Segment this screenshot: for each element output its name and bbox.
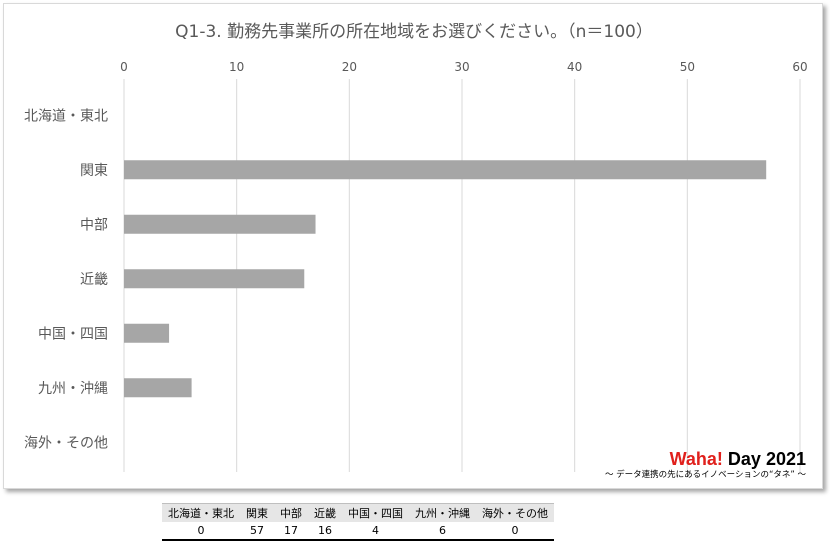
chart-card: Q1-3. 勤務先事業所の所在地域をお選びください。（n＝100） 0 10 20 3… [3,3,823,489]
x-tick-label: 40 [567,60,582,74]
waha-day-logo: Waha! Day 2021 〜 データ連携の先にあるイノベーションの“タネ” … [605,449,806,481]
table-header-cell: 北海道・東北 [162,503,240,522]
bar [124,378,192,398]
bar [124,214,316,234]
logo-brand-black: Day 2021 [727,449,806,469]
x-tick-label: 10 [229,60,244,74]
table-value-cell: 16 [308,522,342,541]
gridlines [123,79,801,472]
bar [124,323,170,343]
bars [124,160,767,398]
table-header-cell: 中国・四国 [342,503,409,522]
table-header-cell: 近畿 [308,503,342,522]
x-tick-label: 0 [120,60,128,74]
category-label: 近畿 [80,272,108,288]
table-value-cell: 57 [240,522,274,541]
table-value-cell: 17 [274,522,308,541]
table-header-cell: 海外・その他 [476,503,554,522]
category-label: 北海道・東北 [24,108,108,124]
x-tick-label: 60 [792,60,807,74]
category-label: 海外・その他 [24,435,108,451]
table-value-row: 0 57 17 16 4 6 0 [162,522,554,541]
x-axis-ticks: 0 10 20 30 40 50 60 [120,60,807,74]
table-header-cell: 九州・沖縄 [409,503,476,522]
logo-brand-red: Waha! [669,449,723,469]
x-tick-label: 50 [680,60,695,74]
table-value-cell: 6 [409,522,476,541]
x-tick-label: 30 [454,60,469,74]
table-header-cell: 中部 [274,503,308,522]
category-label: 中国・四国 [38,326,108,342]
table-header-row: 北海道・東北 関東 中部 近畿 中国・四国 九州・沖縄 海外・その他 [162,503,554,522]
table-value-cell: 4 [342,522,409,541]
bar [124,269,305,289]
category-label: 関東 [80,163,108,179]
table-value-cell: 0 [476,522,554,541]
category-label: 九州・沖縄 [38,381,108,397]
bar [124,160,767,180]
data-table: 北海道・東北 関東 中部 近畿 中国・四国 九州・沖縄 海外・その他 0 57 17 16 4 6 0 [162,503,554,541]
table-header-cell: 関東 [240,503,274,522]
category-label: 中部 [80,217,108,233]
logo-tagline: 〜 データ連携の先にあるイノベーションの“タネ” 〜 [604,470,806,480]
table-value-cell: 0 [162,522,240,541]
chart-title: Q1-3. 勤務先事業所の所在地域をお選びください。（n＝100） [175,22,653,42]
x-tick-label: 20 [342,60,357,74]
bar-chart: Q1-3. 勤務先事業所の所在地域をお選びください。（n＝100） 0 10 20 3… [24,22,808,472]
